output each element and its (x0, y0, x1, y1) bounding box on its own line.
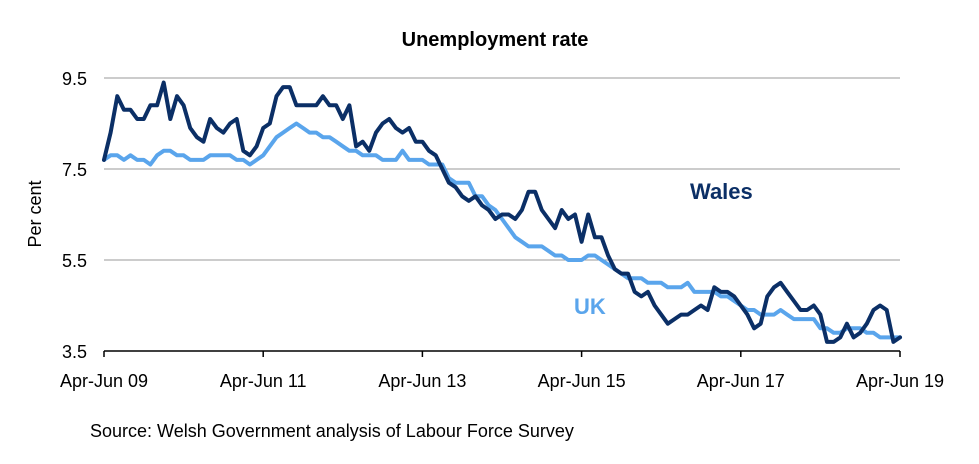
x-tick-label: Apr-Jun 17 (697, 371, 785, 391)
series-line-uk (102, 121, 902, 340)
gridlines (104, 77, 900, 261)
series-line-wales (102, 80, 902, 344)
wales-series-label: Wales (690, 179, 753, 204)
y-axis-label: Per cent (25, 180, 45, 247)
x-tick-label: Apr-Jun 13 (378, 371, 466, 391)
y-axis-ticks: 3.5 5.5 7.5 9.5 (62, 69, 87, 362)
chart-title: Unemployment rate (402, 29, 589, 51)
x-axis-ticks: Apr-Jun 09 Apr-Jun 11 Apr-Jun 13 Apr-Jun 15… (60, 351, 944, 391)
x-tick-label: Apr-Jun 19 (856, 371, 944, 391)
y-tick-label: 7.5 (62, 160, 87, 180)
y-tick-label: 9.5 (62, 69, 87, 89)
uk-series-label: UK (574, 294, 606, 319)
x-tick-label: Apr-Jun 09 (60, 371, 148, 391)
x-tick-label: Apr-Jun 11 (220, 371, 307, 391)
x-tick-label: Apr-Jun 15 (538, 371, 626, 391)
source-note: Source: Welsh Government analysis of Lab… (90, 421, 574, 441)
y-tick-label: 5.5 (62, 251, 87, 271)
series-lines (102, 80, 902, 344)
y-tick-label: 3.5 (62, 342, 87, 362)
